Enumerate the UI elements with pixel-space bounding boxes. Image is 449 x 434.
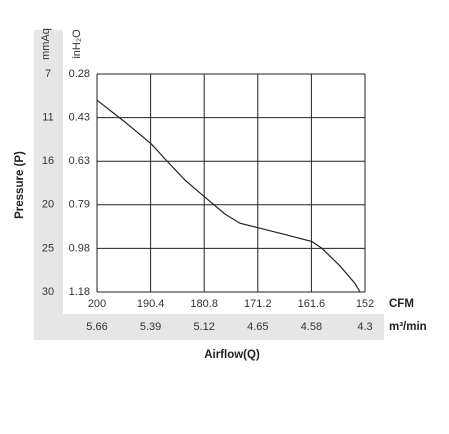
x-tick-label: 180.8 [190, 298, 218, 310]
x-tick-label: 200 [88, 298, 106, 310]
x-tick-label: 152 [356, 298, 374, 310]
y-axis-title: Pressure (P) [14, 151, 26, 219]
x-tick-label: 161.6 [298, 298, 326, 310]
y-unit: inH₂O [71, 29, 83, 59]
m3-band [34, 314, 384, 340]
y2-unit: mmAq [40, 28, 52, 60]
y2-tick-label: 7 [45, 68, 51, 80]
x-axis-title: Airflow(Q) [204, 349, 260, 361]
x-unit: CFM [389, 298, 414, 310]
y-tick-label: 0.79 [69, 199, 90, 211]
y-tick-label: 0.63 [69, 155, 90, 167]
y-tick-label: 1.18 [69, 286, 90, 298]
x2-tick-label: 4.3 [357, 321, 372, 333]
y2-tick-label: 16 [42, 155, 54, 167]
y2-tick-label: 11 [42, 112, 53, 124]
y-tick-label: 0.28 [69, 68, 90, 80]
x2-tick-label: 5.12 [193, 321, 214, 333]
y-tick-label: 0.43 [69, 112, 90, 124]
x2-tick-label: 5.66 [86, 321, 107, 333]
x-tick-label: 171.2 [244, 298, 272, 310]
x-tick-label: 190.4 [137, 298, 165, 310]
x2-tick-label: 5.39 [140, 321, 161, 333]
y2-tick-label: 20 [42, 199, 54, 211]
mmaq-band [34, 30, 63, 340]
x2-tick-label: 4.58 [301, 321, 322, 333]
y2-tick-label: 25 [42, 242, 54, 254]
x2-unit: m³/min [389, 321, 427, 333]
y-tick-label: 0.98 [69, 242, 90, 254]
curve [96, 99, 361, 293]
y2-tick-label: 30 [42, 286, 54, 298]
x2-tick-label: 4.65 [247, 321, 268, 333]
